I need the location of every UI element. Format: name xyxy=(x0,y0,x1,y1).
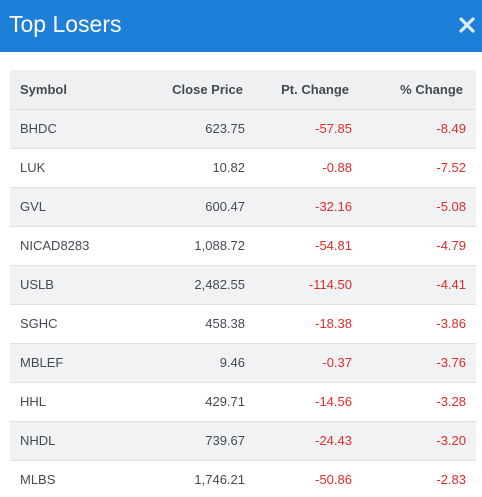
pct-change-cell: -3.86 xyxy=(436,316,466,331)
table-row[interactable]: BHDC 623.75 -57.85 -8.49 xyxy=(10,109,476,148)
modal-title: Top Losers xyxy=(9,11,122,37)
symbol-cell: USLB xyxy=(20,277,54,292)
close-price-cell: 10.82 xyxy=(212,160,245,175)
column-header-pct-change[interactable]: % Change xyxy=(400,81,463,97)
column-header-close-price[interactable]: Close Price xyxy=(172,81,243,97)
symbol-cell: SGHC xyxy=(20,316,58,331)
symbol-cell: NICAD8283 xyxy=(20,238,90,253)
close-price-cell: 2,482.55 xyxy=(194,277,245,292)
symbol-cell: HHL xyxy=(20,394,47,409)
symbol-cell: MLBS xyxy=(20,472,56,488)
column-header-symbol[interactable]: Symbol xyxy=(20,81,67,97)
pct-change-cell: -3.20 xyxy=(436,433,466,448)
pct-change-cell: -8.49 xyxy=(436,121,466,136)
losers-table-container: Symbol Close Price Pt. Change % Change B… xyxy=(10,70,476,497)
table-row[interactable]: HHL 429.71 -14.56 -3.28 xyxy=(10,382,476,421)
pct-change-cell: -2.83 xyxy=(436,472,466,488)
close-price-cell: 1,746.21 xyxy=(194,472,245,488)
symbol-cell: BHDC xyxy=(20,121,57,136)
pt-change-cell: -14.56 xyxy=(315,394,352,409)
pt-change-cell: -0.88 xyxy=(322,160,352,175)
table-body: BHDC 623.75 -57.85 -8.49 LUK 10.82 -0.88 -7.52 G… xyxy=(10,109,476,497)
close-price-cell: 1,088.72 xyxy=(194,238,245,253)
pt-change-cell: -50.86 xyxy=(315,472,352,488)
pct-change-cell: -3.76 xyxy=(436,355,466,370)
table-row[interactable]: NHDL 739.67 -24.43 -3.20 xyxy=(10,421,476,460)
table-row[interactable]: LUK 10.82 -0.88 -7.52 xyxy=(10,148,476,187)
symbol-cell: GVL xyxy=(20,199,47,214)
table-row[interactable]: NICAD8283 1,088.72 -54.81 -4.79 xyxy=(10,226,476,265)
close-price-cell: 623.75 xyxy=(205,121,245,136)
pt-change-cell: -18.38 xyxy=(315,316,352,331)
modal-header: Top Losers xyxy=(0,0,482,52)
close-price-cell: 429.71 xyxy=(205,394,245,409)
table-row[interactable]: SGHC 458.38 -18.38 -3.86 xyxy=(10,304,476,343)
pt-change-cell: -57.85 xyxy=(315,121,352,136)
table-header-row: Symbol Close Price Pt. Change % Change xyxy=(10,70,476,109)
pct-change-cell: -7.52 xyxy=(436,160,466,175)
pt-change-cell: -114.50 xyxy=(308,277,352,292)
pt-change-cell: -0.37 xyxy=(322,355,352,370)
pct-change-cell: -4.41 xyxy=(436,277,466,292)
symbol-cell: NHDL xyxy=(20,433,56,448)
losers-table: Symbol Close Price Pt. Change % Change B… xyxy=(10,70,476,497)
column-header-pt-change[interactable]: Pt. Change xyxy=(281,81,349,97)
symbol-cell: MBLEF xyxy=(20,355,64,370)
pct-change-cell: -4.79 xyxy=(436,238,466,253)
table-row[interactable]: USLB 2,482.55 -114.50 -4.41 xyxy=(10,265,476,304)
close-price-cell: 458.38 xyxy=(205,316,245,331)
close-icon[interactable] xyxy=(458,14,476,36)
pct-change-cell: -3.28 xyxy=(436,394,466,409)
close-price-cell: 9.46 xyxy=(219,355,245,370)
table-row[interactable]: MLBS 1,746.21 -50.86 -2.83 xyxy=(10,460,476,497)
close-price-cell: 600.47 xyxy=(205,199,245,214)
symbol-cell: LUK xyxy=(20,160,46,175)
pct-change-cell: -5.08 xyxy=(436,199,466,214)
pt-change-cell: -54.81 xyxy=(315,238,352,253)
pt-change-cell: -24.43 xyxy=(315,433,352,448)
table-row[interactable]: MBLEF 9.46 -0.37 -3.76 xyxy=(10,343,476,382)
close-price-cell: 739.67 xyxy=(205,433,245,448)
table-row[interactable]: GVL 600.47 -32.16 -5.08 xyxy=(10,187,476,226)
pt-change-cell: -32.16 xyxy=(315,199,352,214)
